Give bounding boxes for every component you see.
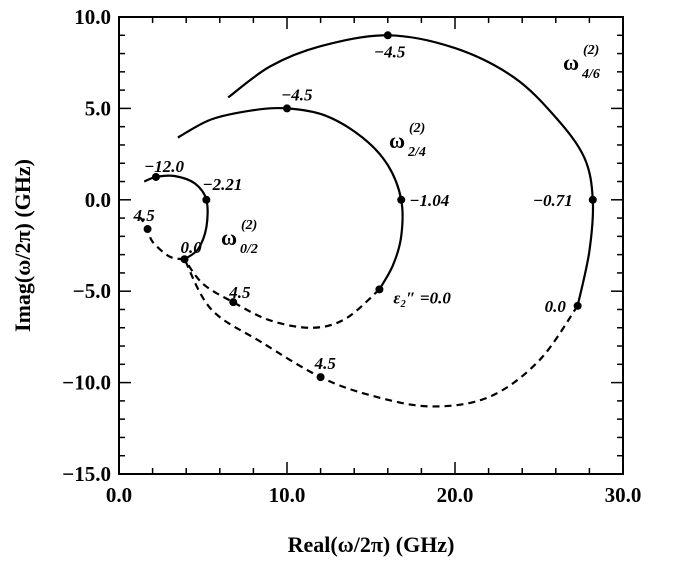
point-label: 4.5 <box>314 354 337 373</box>
plot-frame <box>118 16 624 475</box>
point-label: 0.0 <box>545 297 567 316</box>
y-axis-label: Imag(ω/2π) (GHz) <box>10 159 35 332</box>
point-label: 4.5 <box>133 206 156 225</box>
data-point <box>151 172 160 181</box>
data-point <box>375 285 384 294</box>
point-labels: −12.0 −2.21 0.0 4.5 −4.5 −1.04 ε₂″ =0.0 4.5 −4.5… <box>133 42 573 373</box>
data-point <box>229 298 238 307</box>
curve-name-superscript: (2) <box>583 43 599 58</box>
data-point <box>316 373 325 382</box>
curve-names: ω (2)0/2ω (2)2/4ω (2)4/6 <box>221 43 600 257</box>
point-label: −1.04 <box>409 191 449 210</box>
data-points <box>143 31 597 382</box>
y-tick-label: −15.0 <box>62 462 111 486</box>
y-tick-label: 0.0 <box>85 188 111 212</box>
curve-name-subscript: 0/2 <box>240 242 258 257</box>
curve-name-superscript: (2) <box>241 218 257 233</box>
curve-name-subscript: 2/4 <box>407 145 426 160</box>
data-point <box>397 195 406 204</box>
point-label: 0.0 <box>181 238 203 257</box>
data-point <box>283 104 291 113</box>
point-label: 4.5 <box>228 283 251 302</box>
curve-name-omega: ω <box>389 128 405 153</box>
series-2-dashed <box>183 258 579 408</box>
y-tick-label: −10.0 <box>62 371 111 395</box>
x-tick-label: 20.0 <box>437 483 474 507</box>
data-point <box>573 301 582 310</box>
x-tick-label: 30.0 <box>605 483 642 507</box>
y-tick-label: 10.0 <box>74 5 111 29</box>
curves <box>139 34 595 408</box>
series-0-dashed <box>139 217 185 261</box>
data-point <box>180 255 189 264</box>
x-axis-label: Real(ω/2π) (GHz) <box>288 532 455 557</box>
tick-labels: 0.0 10.0 20.0 30.0 10.0 5.0 0.0 −5.0 −10.0 −15.0 <box>62 5 641 507</box>
series-1-solid <box>177 106 404 290</box>
curve-name-superscript: (2) <box>409 121 425 136</box>
y-tick-label: 5.0 <box>85 96 111 120</box>
series-2-solid <box>227 34 595 307</box>
data-point <box>202 195 211 204</box>
point-label: −4.5 <box>374 42 406 61</box>
x-tick-label: 0.0 <box>106 483 132 507</box>
data-point <box>143 225 152 234</box>
curve-name-omega: ω <box>563 50 579 75</box>
point-label: −0.71 <box>533 191 573 210</box>
x-tick-label: 10.0 <box>269 483 306 507</box>
point-label: −12.0 <box>144 157 185 176</box>
y-tick-label: −5.0 <box>73 279 111 303</box>
curve-name-omega: ω <box>221 225 237 250</box>
point-label: −2.21 <box>202 175 242 194</box>
data-point <box>383 31 392 40</box>
data-point <box>588 195 597 204</box>
point-label: −4.5 <box>281 85 313 104</box>
curve-name-subscript: 4/6 <box>581 67 600 82</box>
point-label: ε₂″ =0.0 <box>393 288 451 307</box>
series-1-dashed <box>183 258 381 329</box>
